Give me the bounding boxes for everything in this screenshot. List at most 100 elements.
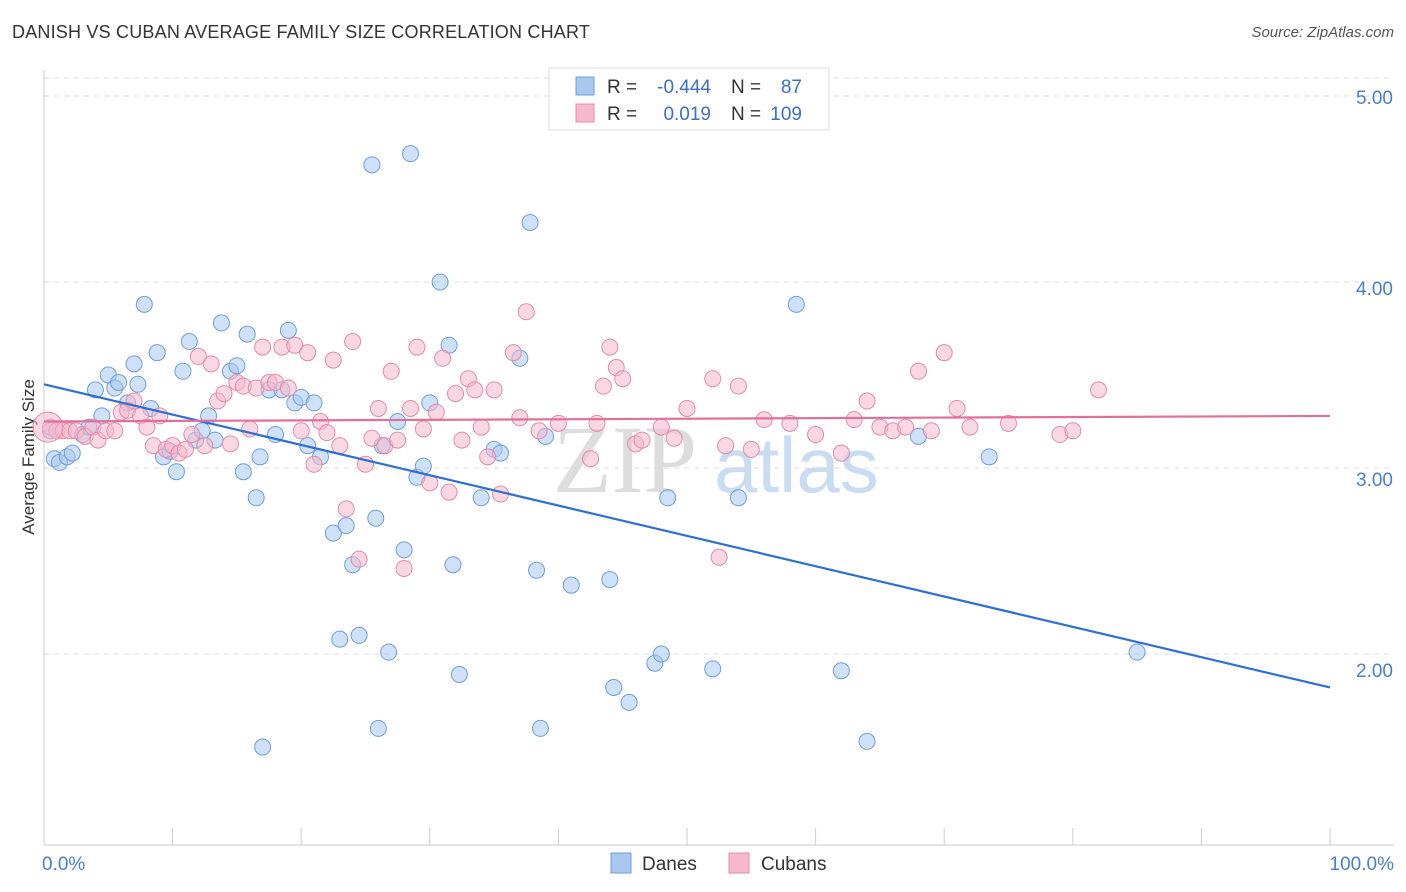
cubans-point	[729, 377, 747, 395]
cubans-point	[1090, 381, 1108, 399]
cubans-point	[897, 418, 915, 436]
series-cubans	[32, 303, 1108, 577]
cubans-point	[582, 450, 600, 468]
danes-point	[331, 630, 349, 648]
danes-point	[729, 489, 747, 507]
danes-point	[212, 314, 230, 332]
cubans-point	[665, 429, 683, 447]
cubans-point	[530, 422, 548, 440]
cubans-point	[845, 411, 863, 429]
danes-point	[247, 489, 265, 507]
legend-label-cubans: Cubans	[761, 854, 827, 875]
danes-point	[521, 213, 539, 231]
cubans-point	[402, 399, 420, 417]
y-axis-label: Average Family Size	[19, 379, 38, 535]
y-tick-label: 3.00	[1356, 470, 1393, 491]
danes-point	[980, 448, 998, 466]
cubans-point	[717, 437, 735, 455]
danes-point	[832, 662, 850, 680]
cubans-point	[369, 399, 387, 417]
stats-legend-n-value: 87	[781, 77, 802, 98]
danes-point	[350, 626, 368, 644]
cubans-point	[434, 349, 452, 367]
cubans-point	[948, 399, 966, 417]
cubans-point	[32, 411, 64, 443]
danes-point	[431, 273, 449, 291]
stats-legend-r-value: -0.444	[657, 77, 711, 98]
danes-point	[704, 660, 722, 678]
stats-legend-r-value: 0.019	[663, 104, 711, 125]
trend-line-danes	[43, 383, 1331, 689]
cubans-point	[337, 500, 355, 518]
cubans-point	[344, 333, 362, 351]
cubans-point	[363, 429, 381, 447]
cubans-point	[710, 548, 728, 566]
x-tick-label-end: 100.0%	[1330, 854, 1395, 875]
gridlines	[44, 77, 1394, 655]
danes-point	[167, 463, 185, 481]
danes-point	[110, 373, 128, 391]
cubans-point	[742, 440, 760, 458]
danes-point	[251, 448, 269, 466]
cubans-point	[935, 344, 953, 362]
cubans-point	[678, 399, 696, 417]
cubans-point	[350, 550, 368, 568]
x-axis-ticks	[172, 828, 1331, 845]
cubans-point	[176, 440, 194, 458]
danes-point	[254, 738, 272, 756]
bottom-legend: Danes Cubans	[610, 852, 827, 875]
cubans-point	[389, 431, 407, 449]
cubans-point	[395, 559, 413, 577]
cubans-point	[202, 355, 220, 373]
cubans-point	[221, 435, 239, 453]
danes-point	[444, 556, 462, 574]
legend-swatch-danes	[610, 852, 632, 874]
stats-legend-r-label: R =	[607, 104, 637, 125]
chart-title: DANISH VS CUBAN AVERAGE FAMILY SIZE CORR…	[12, 22, 591, 42]
danes-point	[305, 394, 323, 412]
cubans-point	[961, 418, 979, 436]
cubans-point	[755, 411, 773, 429]
cubans-point	[138, 418, 156, 436]
cubans-point	[601, 338, 619, 356]
cubans-point	[922, 422, 940, 440]
cubans-point	[466, 381, 484, 399]
stats-legend-r-label: R =	[607, 77, 637, 98]
cubans-point	[331, 437, 349, 455]
cubans-point	[633, 431, 651, 449]
cubans-point	[1000, 414, 1017, 432]
danes-point	[858, 732, 876, 750]
danes-point	[531, 719, 549, 737]
danes-point	[337, 517, 355, 535]
cubans-point	[453, 431, 471, 449]
y-tick-labels: 5.00 4.00 3.00 2.00	[1356, 88, 1393, 682]
cubans-point	[614, 370, 632, 388]
danes-point	[86, 381, 104, 399]
danes-point	[620, 693, 638, 711]
cubans-point	[1064, 422, 1082, 440]
cubans-point	[511, 409, 529, 427]
danes-point	[125, 355, 143, 373]
y-tick-label: 4.00	[1356, 279, 1393, 300]
danes-point	[324, 524, 342, 542]
cubans-point	[479, 448, 497, 466]
stats-legend-box	[548, 67, 830, 131]
danes-point	[402, 145, 420, 163]
chart-source: Source: ZipAtlas.com	[1251, 24, 1394, 41]
legend-swatch-cubans	[728, 852, 750, 874]
cubans-point	[832, 444, 850, 462]
cubans-point	[517, 303, 535, 321]
cubans-point	[414, 420, 432, 438]
danes-point	[787, 295, 805, 313]
cubans-point	[106, 422, 124, 440]
stats-legend-swatch-danes	[575, 76, 595, 96]
trend-line-cubans	[43, 414, 1331, 423]
cubans-point	[215, 385, 233, 403]
cubans-point	[594, 377, 612, 395]
stats-legend-n-label: N =	[731, 104, 761, 125]
danes-point	[279, 321, 297, 339]
danes-point	[148, 344, 166, 362]
stats-legend-n-value: 109	[770, 104, 802, 125]
cubans-point	[549, 414, 567, 432]
cubans-point	[447, 385, 465, 403]
